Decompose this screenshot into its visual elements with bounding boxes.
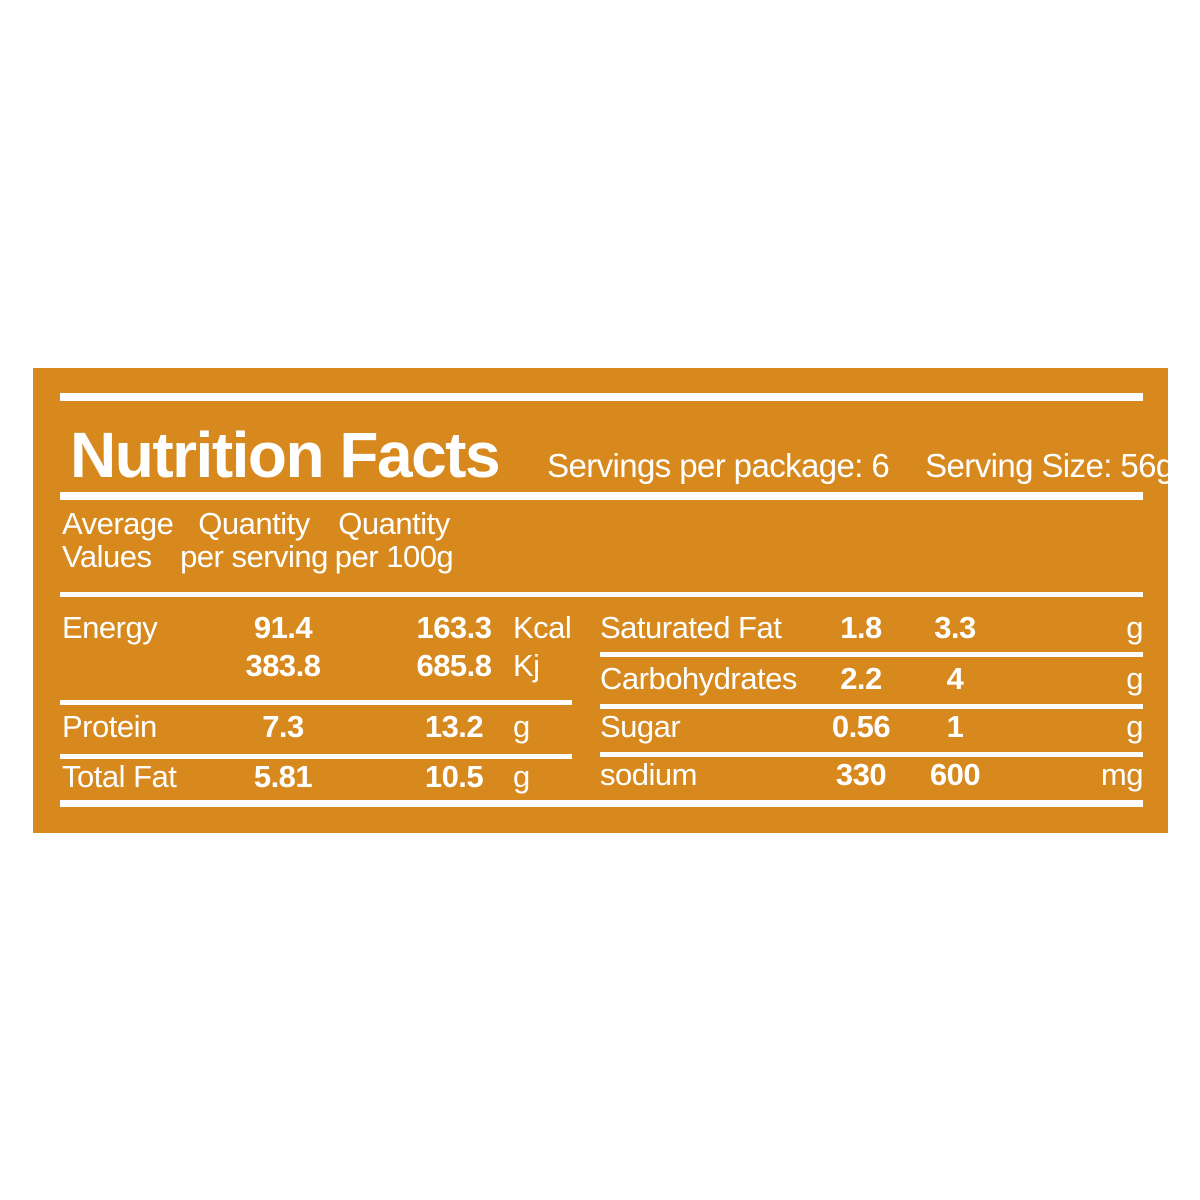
value-per-100g: 4 — [946, 661, 964, 696]
value-per-serving: 5.81 — [253, 759, 313, 794]
table-row-sugar: Sugar 0.56 1 g — [33, 708, 1168, 746]
table-row-sodium: sodium 330 600 mg — [33, 756, 1168, 794]
column-header-line: per serving — [180, 539, 328, 574]
value-per-100g: 10.5 — [424, 759, 484, 794]
column-header-line: per 100g — [334, 539, 454, 574]
value-per-serving: 91.4 — [253, 610, 313, 645]
row-divider — [60, 754, 572, 759]
nutrient-label: Carbohydrates — [600, 661, 797, 696]
column-header-line: Values — [62, 539, 152, 574]
column-header-average-values: Average Values — [62, 506, 174, 574]
nutrient-label: Sugar — [600, 709, 681, 744]
table-row-saturated-fat: Saturated Fat 1.8 3.3 g — [33, 609, 1168, 647]
value-per-100g: 3.3 — [934, 610, 976, 645]
value-per-serving: 2.2 — [840, 661, 882, 696]
table-row-total-fat: Total Fat 5.81 10.5 g — [33, 758, 1168, 796]
value-per-serving-kj: 383.8 — [245, 648, 321, 683]
title-divider — [60, 492, 1143, 500]
nutrient-label: sodium — [600, 757, 697, 792]
top-divider — [60, 393, 1143, 401]
value-per-serving: 1.8 — [840, 610, 882, 645]
value-per-100g-kj: 685.8 — [416, 648, 492, 683]
serving-size: Serving Size: 56g — [925, 447, 1174, 484]
table-row-energy: Energy 91.4 163.3 Kcal 383.8 685.8 Kj — [33, 609, 1168, 685]
nutrient-label: Energy — [62, 610, 158, 645]
value-per-serving: 7.3 — [262, 709, 304, 744]
table-row-protein: Protein 7.3 13.2 g — [33, 708, 1168, 746]
value-per-100g: 600 — [929, 757, 981, 792]
value-per-serving: 330 — [835, 757, 887, 792]
value-per-100g: 1 — [946, 709, 964, 744]
value-per-100g: 13.2 — [424, 709, 484, 744]
header-divider — [60, 592, 1143, 597]
column-header-line: Quantity — [198, 506, 310, 541]
row-divider — [60, 700, 572, 705]
unit-label: Kcal — [513, 610, 572, 645]
panel-title: Nutrition Facts — [70, 419, 501, 491]
unit-label: g — [1126, 610, 1143, 645]
value-per-serving: 0.56 — [831, 709, 891, 744]
nutrition-facts-panel: Nutrition Facts Servings per package: 6 … — [33, 368, 1174, 833]
row-divider — [600, 752, 1143, 757]
title-row: Nutrition Facts Servings per package: 6 … — [70, 419, 1174, 491]
unit-label: g — [513, 709, 530, 744]
table-row-carbohydrates: Carbohydrates 2.2 4 g — [33, 660, 1168, 698]
unit-label: mg — [1100, 757, 1144, 792]
value-per-100g: 163.3 — [416, 610, 492, 645]
nutrient-label: Saturated Fat — [600, 610, 782, 645]
column-header-line: Average — [62, 506, 174, 541]
row-divider — [600, 652, 1143, 657]
servings-per-package: Servings per package: 6 — [547, 447, 890, 484]
column-header-quantity-per-100g: Quantity per 100g — [294, 507, 494, 573]
unit-label: g — [1126, 661, 1143, 696]
column-header-line: Quantity — [338, 506, 450, 541]
row-divider — [600, 704, 1143, 709]
unit-label: g — [513, 759, 530, 794]
nutrient-label: Total Fat — [62, 759, 177, 794]
unit-label: g — [1126, 709, 1143, 744]
nutrient-label: Protein — [62, 709, 157, 744]
unit-label: Kj — [513, 648, 540, 683]
bottom-divider — [60, 800, 1143, 807]
column-header-quantity-per-serving: Quantity per serving — [154, 507, 354, 573]
